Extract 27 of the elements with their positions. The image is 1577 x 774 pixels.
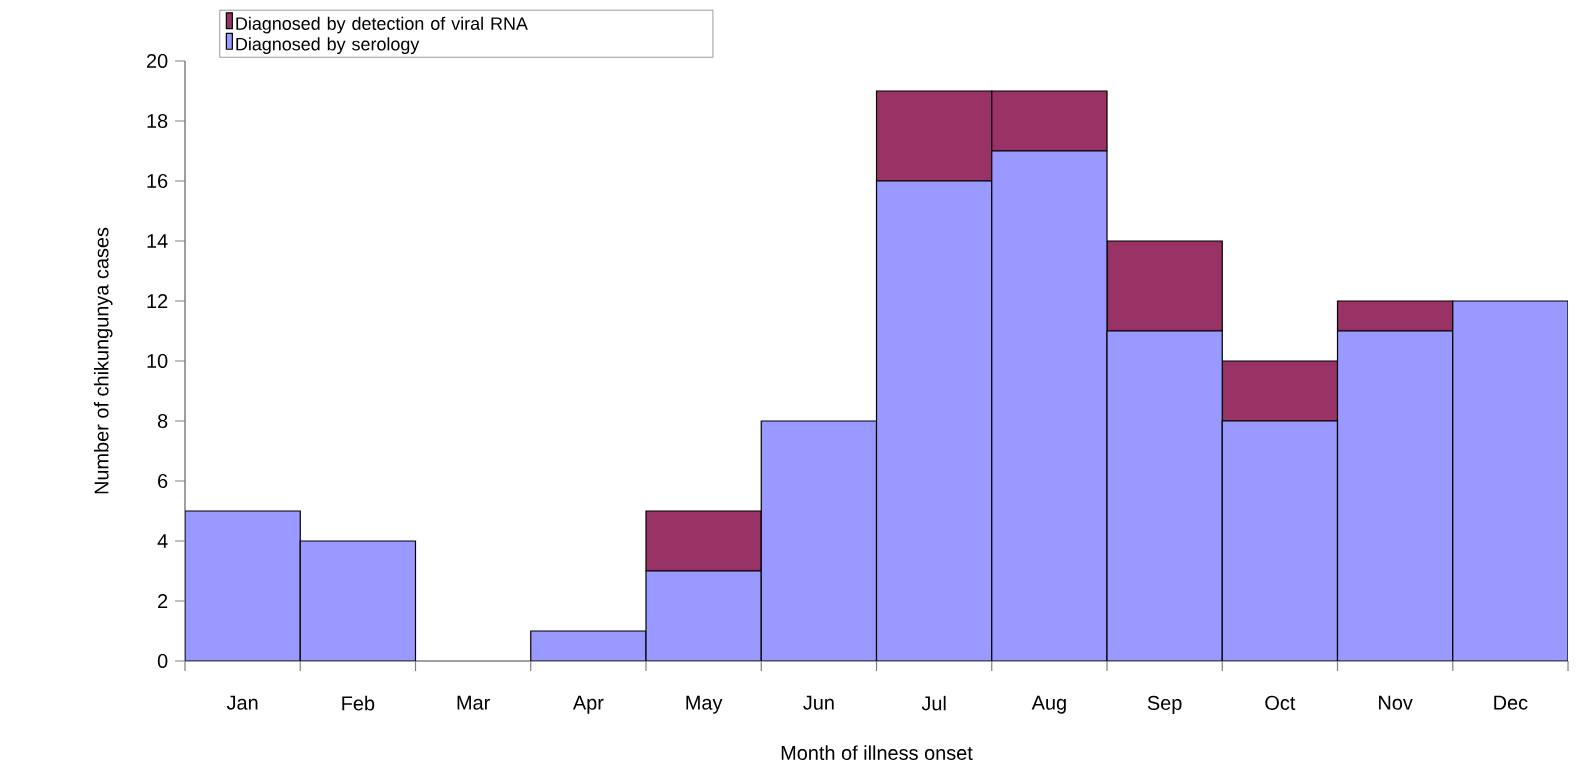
y-tick-label: 2	[158, 594, 168, 608]
x-tick-label: Apr	[572, 695, 604, 714]
x-tick-label: Feb	[342, 695, 375, 711]
y-tick-label: 14	[147, 234, 168, 248]
x-tick-label: Jan	[226, 695, 258, 710]
x-tick-label: Jul	[921, 695, 946, 711]
x-axis-title: Month of illness onset	[781, 745, 973, 760]
x-tick-label: Nov	[1379, 695, 1413, 710]
y-tick-label: 6	[158, 473, 168, 489]
legend-label: Diagnosed by detection of viral RNA	[236, 16, 528, 34]
y-tick-label: 16	[147, 173, 168, 189]
x-tick-label: Aug	[1031, 695, 1066, 714]
y-tick-label: 10	[147, 353, 168, 369]
y-tick-label: 20	[147, 53, 168, 69]
y-axis-title: Number of chikungunya cases	[93, 227, 113, 494]
x-tick-label: Mar	[457, 695, 490, 710]
y-tick-label: 8	[157, 413, 168, 429]
y-tick-label: 0	[157, 653, 168, 669]
x-tick-label: Jun	[803, 695, 834, 710]
y-tick-label: 4	[157, 534, 168, 548]
y-tick-label: 12	[147, 294, 168, 308]
y-tick-label: 18	[147, 113, 168, 129]
legend-label: Diagnosed by serology	[236, 37, 420, 54]
x-tick-label: Dec	[1494, 695, 1528, 710]
x-tick-label: Sep	[1147, 695, 1182, 714]
x-tick-label: Oct	[1265, 695, 1296, 710]
x-tick-label: May	[686, 695, 723, 714]
